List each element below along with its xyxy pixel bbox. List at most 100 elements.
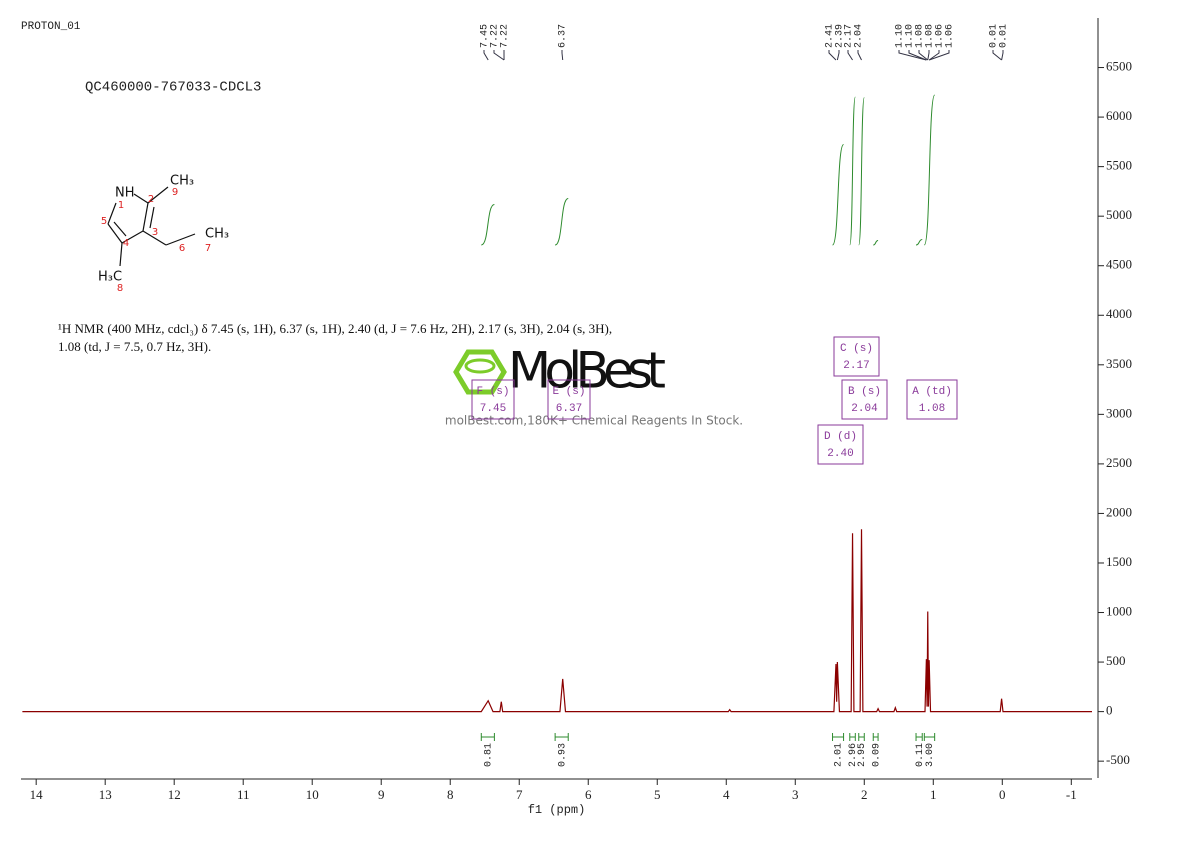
multiplet-name: A (td) [912, 386, 952, 398]
peak-label: 1.08 [925, 24, 936, 48]
peak-connector [847, 50, 853, 61]
multiplet-name: B (s) [848, 386, 881, 398]
peak-label: 2.39 [835, 24, 846, 48]
peak-connector [927, 50, 930, 61]
multiplet-box [817, 424, 864, 465]
y-tick-label: 500 [1106, 653, 1126, 668]
integral-bracket [872, 733, 879, 741]
integral-label: 0.09 [871, 743, 882, 767]
logo [453, 349, 507, 395]
integral-bracket [849, 733, 856, 741]
multiplet-box [833, 336, 880, 377]
atom-locant: 4 [123, 238, 129, 249]
integral-curve [915, 239, 923, 246]
peak-connector [828, 50, 837, 61]
peak-connector [898, 50, 927, 61]
peak-label: 6.37 [558, 24, 569, 48]
integral-label: 2.01 [834, 743, 845, 767]
x-tick-label: 5 [654, 787, 661, 802]
integral-bracket [858, 733, 865, 741]
peak-connector [561, 50, 564, 61]
y-tick-label: 4500 [1106, 257, 1132, 272]
peak-label: 1.06 [945, 24, 956, 48]
peak-connector [928, 50, 950, 61]
spectrum [22, 529, 1092, 713]
peak-label: 7.22 [500, 24, 511, 48]
atom-locant: 5 [101, 216, 107, 227]
peak-label: 1.10 [895, 24, 906, 48]
y-tick-label: 6000 [1106, 108, 1132, 123]
atom-label: H₃C [98, 270, 122, 285]
multiplet-shift: 2.17 [843, 360, 869, 372]
atom-locant: 3 [152, 227, 158, 238]
peak-connector [836, 50, 840, 61]
sample-name: QC460000-767033-CDCL3 [85, 80, 261, 96]
atom-locant: 1 [118, 200, 124, 211]
multiplet-name: C (s) [840, 343, 873, 355]
integral-curve [858, 97, 865, 246]
x-tick-label: 3 [792, 787, 799, 802]
watermark-tagline: molBest.com,180K+ Chemical Reagents In S… [445, 414, 743, 428]
multiplet-shift: 2.04 [851, 403, 878, 415]
y-tick-label: 5500 [1106, 158, 1132, 173]
peak-label: 1.08 [915, 24, 926, 48]
x-tick-label: 9 [378, 787, 385, 802]
integral-bracket [480, 733, 495, 741]
peak-connector [857, 50, 862, 61]
molecule-bonds [107, 186, 196, 267]
multiplet-box [841, 379, 888, 420]
integral-bracket [915, 733, 923, 741]
atom-locant: 7 [205, 243, 211, 254]
x-tick-label: -1 [1066, 787, 1077, 802]
peak-label: 2.04 [854, 24, 865, 48]
peak-connector [928, 50, 940, 61]
x-axis-label: f1 (ppm) [528, 803, 586, 817]
x-tick-label: 12 [168, 787, 181, 802]
x-tick-label: 1 [930, 787, 937, 802]
y-tick-label: 2500 [1106, 455, 1132, 470]
peak-label: 0.01 [989, 24, 1000, 48]
peak-label: 2.41 [825, 24, 836, 48]
x-tick-label: 6 [585, 787, 592, 802]
atom-locant: 2 [148, 194, 154, 205]
integral-curve [923, 94, 936, 246]
multiplet-shift: 2.40 [827, 448, 853, 460]
integral-label: 3.00 [925, 743, 936, 767]
multiplet-name: D (d) [824, 431, 857, 443]
nmr-description: ¹H NMR (400 MHz, cdcl₃) δ 7.45 (s, 1H), … [58, 321, 613, 354]
x-tick-label: 8 [447, 787, 454, 802]
x-tick-label: 7 [516, 787, 523, 802]
multiplet-box [906, 379, 958, 420]
integral-curve [832, 144, 845, 246]
peak-label: 1.06 [935, 24, 946, 48]
x-tick-label: 10 [306, 787, 319, 802]
atom-label: NH [115, 186, 135, 201]
multiplet-name: E (s) [552, 386, 585, 398]
atom-label: CH₃ [205, 227, 229, 242]
multiplet-name: F (s) [476, 386, 509, 398]
peak-connector [992, 50, 1002, 61]
y-tick-label: 5000 [1106, 207, 1132, 222]
x-tick-label: 11 [237, 787, 250, 802]
y-tick-label: 6500 [1106, 59, 1132, 74]
y-tick-label: 0 [1106, 703, 1113, 718]
integral-label: 0.11 [915, 743, 926, 767]
peak-connector [1001, 50, 1004, 61]
logo-text: MolBest [508, 342, 665, 400]
peak-label: 7.45 [480, 24, 491, 48]
y-tick-label: 2000 [1106, 504, 1132, 519]
integral-label: 2.95 [857, 743, 868, 767]
integral-bracket [554, 733, 569, 741]
atom-locant: 8 [117, 283, 123, 294]
logo-ring [464, 358, 496, 374]
y-tick-label: 1500 [1106, 554, 1132, 569]
y-tick-label: 1000 [1106, 604, 1132, 619]
multiplet-shift: 6.37 [556, 403, 582, 415]
x-tick-label: 2 [861, 787, 868, 802]
x-tick-label: 14 [30, 787, 44, 802]
y-tick-label: 4000 [1106, 306, 1132, 321]
multiplet-box [547, 379, 591, 420]
integral-curve [873, 240, 879, 246]
peak-label: 2.17 [844, 24, 855, 48]
